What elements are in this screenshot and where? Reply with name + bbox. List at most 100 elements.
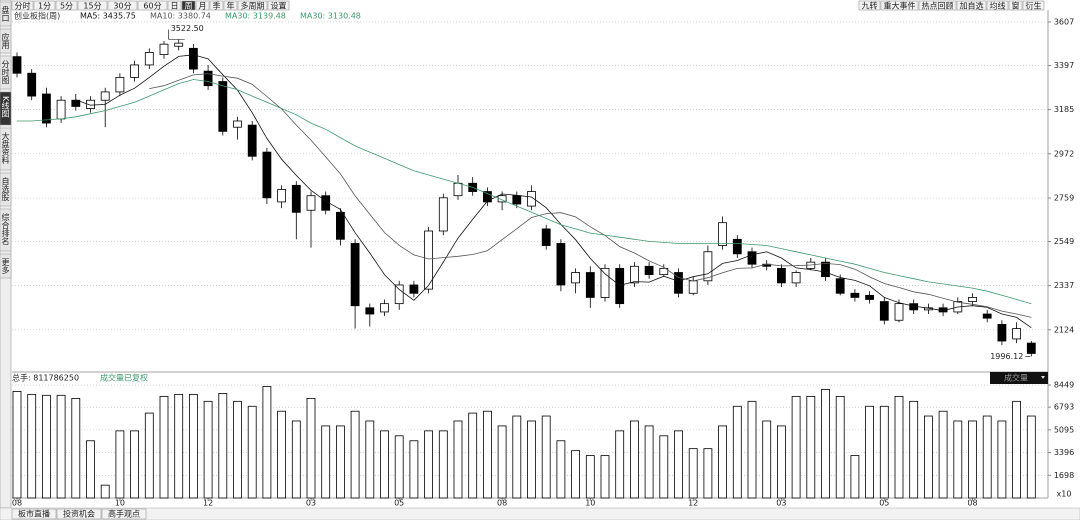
candle-body [791,272,801,284]
tool-button[interactable] [1022,0,1045,11]
period-label[interactable]: 年 [227,1,235,11]
x-tick-label: 08 [12,499,22,508]
volume-bar [468,412,478,499]
bottom-tab[interactable] [101,508,147,520]
period-label[interactable]: 月 [199,2,207,11]
y-tick-label: 2124 [1054,325,1074,334]
tool-label[interactable]: 衍生 [1026,1,1042,11]
period-label[interactable]: 周 [185,2,193,11]
tool-label[interactable]: 热点回顾 [922,1,954,11]
tool-button[interactable] [986,0,1009,11]
sidebar-tab[interactable] [0,1,12,27]
period-button[interactable] [209,0,224,11]
period-button[interactable] [107,0,138,11]
bottom-tab[interactable] [11,508,57,520]
volume-bar [585,455,595,499]
volume-bar [630,420,639,499]
candle-body [879,301,889,321]
sidebar-label[interactable]: 应用 [1,32,10,50]
candle-body [512,195,522,205]
volume-bar [1026,415,1036,499]
sidebar-tab[interactable] [0,91,12,126]
bottom-tab-label[interactable]: 高手观点 [108,509,140,519]
y-tick-label: 8449 [1054,381,1074,390]
volume-bar [865,405,874,499]
sidebar-label[interactable]: K线图 [1,96,10,118]
period-button[interactable] [237,0,268,11]
sidebar-tab[interactable] [0,28,12,54]
sidebar-tab[interactable] [0,55,12,90]
period-button[interactable] [195,0,210,11]
sidebar-tab[interactable] [0,253,12,279]
bottom-tab-label[interactable]: 投资机会 [63,509,95,519]
period-label[interactable]: 多周期 [241,1,265,11]
sidebar-label[interactable]: 综合排名 [1,212,10,246]
tool-button[interactable] [1008,0,1023,11]
tool-button[interactable] [858,0,881,11]
candle-body [482,191,492,203]
period-label[interactable]: 30分 [113,2,131,11]
sidebar-tab[interactable] [0,127,12,171]
period-label[interactable]: 分时 [15,1,31,11]
volume-bar [365,420,375,499]
period-label[interactable]: 60分 [143,2,161,11]
candle-body [438,197,448,232]
volume-bar [541,415,551,499]
bottom-tab[interactable] [56,508,102,520]
period-button[interactable] [33,0,56,11]
volume-bar [335,425,345,499]
indicator-box[interactable] [990,372,1048,384]
period-label[interactable]: 日 [171,2,179,11]
volume-bar [644,425,654,499]
sidebar-label[interactable]: 大盘资料 [1,131,10,165]
period-label[interactable]: 5分 [60,2,73,11]
period-button[interactable] [137,0,168,11]
period-label[interactable]: 季 [213,1,221,11]
period-button[interactable] [267,0,290,11]
candle-body [188,47,198,70]
tool-label[interactable]: 窗 [1012,1,1020,11]
candle-body [159,43,169,55]
candle-body [424,230,434,290]
tool-label[interactable]: 加自选 [960,1,984,11]
volume-bar [806,395,816,499]
y-tick-label: 1698 [1054,471,1074,480]
tool-label[interactable]: 均线 [990,1,1006,11]
dropdown-arrow [1041,376,1045,379]
candle-body [835,278,845,294]
sidebar-label[interactable]: 更多 [1,258,10,275]
tool-button[interactable] [880,0,919,11]
indicator-name[interactable]: 成交量 [1004,373,1028,383]
candle-body [86,99,95,109]
period-button[interactable] [11,0,34,11]
period-label[interactable]: 15分 [83,2,101,11]
volume-bar [703,448,713,499]
sidebar-tab[interactable] [0,208,12,252]
candle-body [615,267,625,305]
period-button[interactable] [223,0,238,11]
sidebar-label[interactable]: 自选股 [1,176,10,202]
period-button[interactable] [167,0,182,11]
sidebar-label[interactable]: 盘口 [1,5,10,22]
tool-label[interactable]: 九转 [862,1,878,11]
volume-bar [262,386,272,499]
period-label[interactable]: 1分 [38,2,51,11]
candle-body [350,243,360,307]
volume-bar [527,420,536,499]
tool-button[interactable] [956,0,987,11]
candle-body [821,261,830,278]
sidebar-label[interactable]: 分时图 [1,60,10,85]
period-button[interactable] [77,0,108,11]
candle-body [1012,328,1021,340]
sidebar-tab[interactable] [0,172,12,207]
volume-bar [615,430,625,499]
period-button[interactable] [55,0,78,11]
tool-button[interactable] [918,0,957,11]
tool-label[interactable]: 重大事件 [884,1,916,11]
candle-body [600,267,610,298]
period-label[interactable]: 设置 [271,1,287,11]
period-button[interactable] [181,0,196,11]
bottom-tab-label[interactable]: 板市直播 [18,509,50,519]
candle-body [571,272,580,284]
ma-line [149,73,1032,318]
